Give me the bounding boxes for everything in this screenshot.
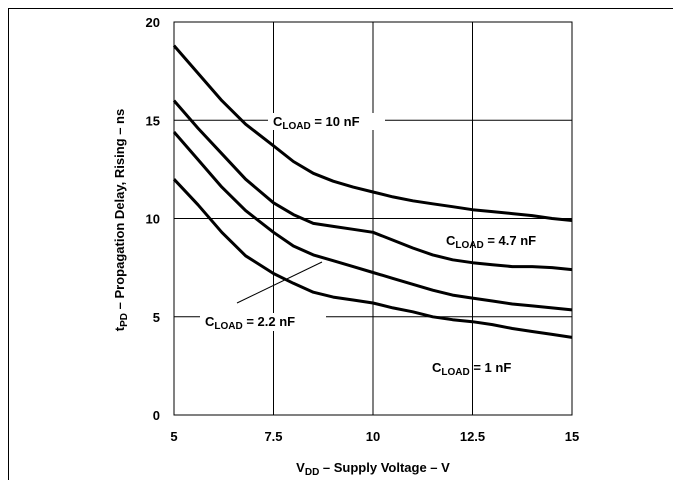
label-4-7nf: CLOAD = 4.7 nF bbox=[446, 233, 536, 251]
y-tick-label: 15 bbox=[146, 113, 160, 128]
y-axis-title-rest: – Propagation Delay, Rising – ns bbox=[112, 109, 127, 313]
y-axis-title-sub: PD bbox=[119, 313, 130, 327]
x-axis-title-rest: – Supply Voltage – V bbox=[319, 460, 450, 475]
label-1nf-main: C bbox=[432, 360, 442, 375]
label-2-2nf-leader bbox=[236, 261, 323, 304]
svg-text:CLOAD = 1 nF: CLOAD = 1 nF bbox=[432, 360, 511, 378]
y-tick-label: 5 bbox=[153, 310, 160, 325]
y-tick-label: 10 bbox=[146, 212, 160, 227]
svg-text:CLOAD = 2.2 nF: CLOAD = 2.2 nF bbox=[205, 314, 295, 332]
series-1nf bbox=[172, 178, 573, 339]
x-axis-title: VDD – Supply Voltage – V bbox=[296, 460, 450, 478]
label-2-2nf-main: C bbox=[205, 314, 215, 329]
series-layer bbox=[172, 44, 573, 339]
label-10nf-sub: LOAD bbox=[282, 121, 310, 132]
label-2-2nf-rest: = 2.2 nF bbox=[243, 314, 295, 329]
label-1nf: CLOAD = 1 nF bbox=[432, 360, 511, 378]
series-10nf bbox=[172, 44, 573, 222]
x-tick-label: 5 bbox=[170, 429, 177, 444]
plot-border bbox=[173, 21, 573, 416]
label-1nf-rest: = 1 nF bbox=[470, 360, 512, 375]
x-tick-label: 15 bbox=[565, 429, 579, 444]
label-10nf-rest: = 10 nF bbox=[311, 114, 360, 129]
series-4-7nf bbox=[172, 99, 573, 272]
x-axis-title-sub: DD bbox=[305, 467, 319, 478]
figure-frame bbox=[8, 8, 673, 480]
svg-text:CLOAD = 10 nF: CLOAD = 10 nF bbox=[273, 114, 360, 132]
grid bbox=[173, 21, 573, 416]
label-4-7nf-sub: LOAD bbox=[455, 240, 483, 251]
x-tick-label: 10 bbox=[366, 429, 380, 444]
y-tick-label: 0 bbox=[153, 408, 160, 423]
label-4-7nf-rest: = 4.7 nF bbox=[484, 233, 536, 248]
x-axis-title-main: V bbox=[296, 460, 305, 475]
label-10nf-main: C bbox=[273, 114, 283, 129]
label-1nf-sub: LOAD bbox=[441, 367, 469, 378]
y-axis-title-main: t bbox=[112, 326, 127, 331]
label-10nf: CLOAD = 10 nF bbox=[268, 113, 385, 132]
y-tick-label: 20 bbox=[146, 15, 160, 30]
y-axis-title: tPD – Propagation Delay, Rising – ns bbox=[112, 109, 130, 331]
x-tick-label: 12.5 bbox=[460, 429, 485, 444]
series-2-2nf bbox=[172, 131, 573, 312]
x-tick-label: 7.5 bbox=[264, 429, 282, 444]
label-4-7nf-main: C bbox=[446, 233, 456, 248]
svg-text:CLOAD = 4.7 nF: CLOAD = 4.7 nF bbox=[446, 233, 536, 251]
label-2-2nf-sub: LOAD bbox=[214, 321, 242, 332]
label-2-2nf: CLOAD = 2.2 nF bbox=[200, 261, 326, 332]
